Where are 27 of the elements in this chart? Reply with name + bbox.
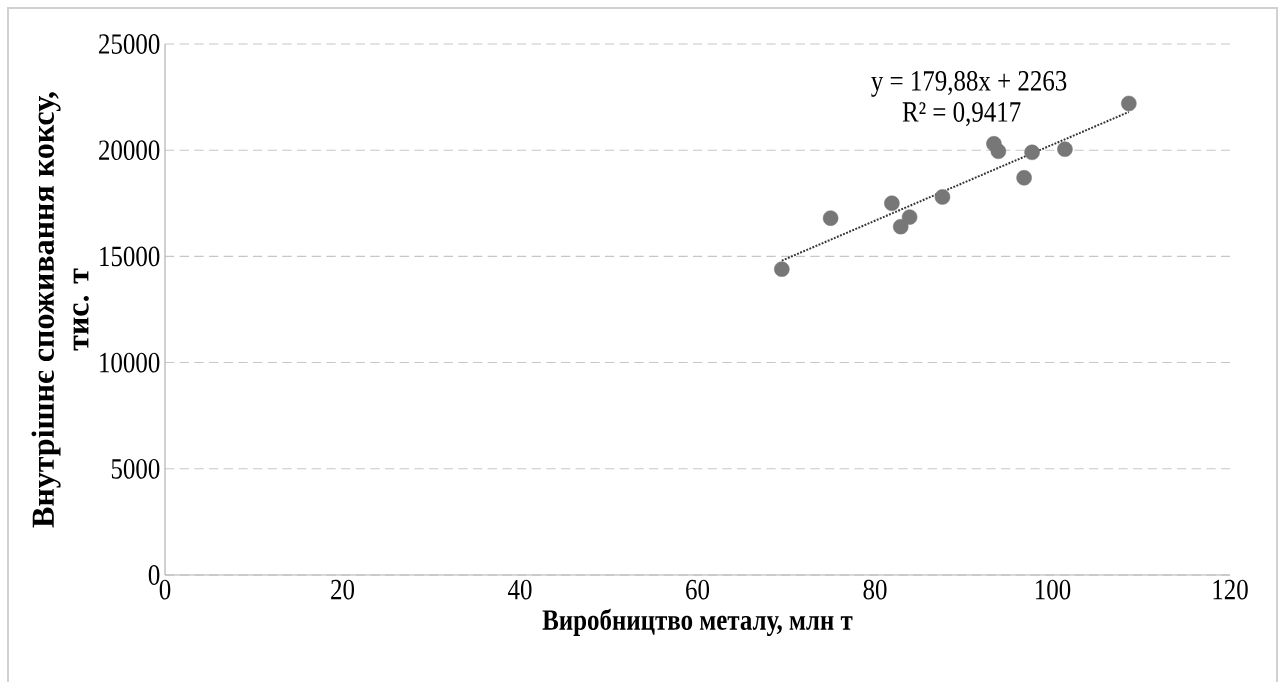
point [934,189,951,205]
x-axis-title: Виробництво металу, млн т [542,608,853,636]
x-tick-label: 100 [1035,579,1071,600]
y-tick-label: 20000 [99,140,160,161]
y-tick-label: 5000 [111,458,160,479]
y-tick-label: 0 [148,565,160,585]
x-tick-label: 60 [686,579,710,600]
point [893,218,909,235]
annotation: R² = 0,9417 [902,102,1021,127]
point [1121,95,1137,112]
x-tick-label: 80 [863,579,887,600]
point [990,143,1007,159]
y-axis-title: Внутрішнє споживання коксу, тис. т [31,92,89,528]
point [822,210,839,226]
x-tick-label: 120 [1213,579,1248,600]
point [901,209,918,225]
point [1057,141,1073,157]
y-tick-label: 25000 [99,34,160,54]
y-tick-label: 10000 [100,352,160,373]
x-tick-label: 40 [508,579,532,600]
point [884,195,900,212]
x-tick-label: 20 [331,579,355,600]
annotation: y = 179,88x + 2263 [871,70,1067,97]
y-tick-label: 15000 [100,246,160,267]
point [1016,170,1032,186]
point [1024,144,1040,161]
point [774,261,790,277]
